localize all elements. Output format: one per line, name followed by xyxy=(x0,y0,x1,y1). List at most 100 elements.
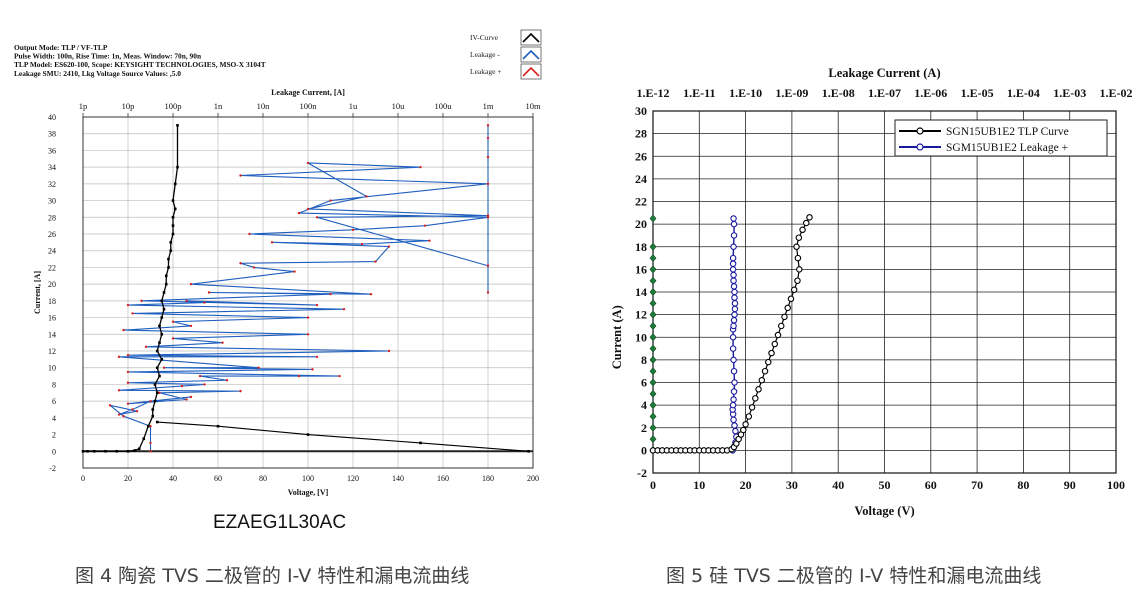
x2-tick-label: 10p xyxy=(122,101,135,111)
leakage-point xyxy=(730,416,737,424)
leakage-point xyxy=(297,211,301,215)
y-tick-label: 12 xyxy=(48,347,56,356)
leakage-point xyxy=(149,399,152,403)
x2-tick-label: 100u xyxy=(435,101,453,111)
iv-point xyxy=(137,447,141,451)
y-tick-label: 24 xyxy=(635,172,647,186)
x2-tick-label: 1.E-04 xyxy=(1007,86,1040,100)
leakage-point xyxy=(126,381,130,384)
leakage-point xyxy=(207,291,211,294)
x2-axis-label: Leakage Current, [A] xyxy=(271,88,345,97)
green-marker xyxy=(649,412,657,421)
leakage-point xyxy=(486,216,490,219)
leakage-point xyxy=(149,450,152,453)
leakage-point xyxy=(239,262,242,265)
leakage-point xyxy=(731,305,739,313)
leakage-point xyxy=(315,216,319,219)
green-marker xyxy=(649,367,657,376)
leakage-point xyxy=(162,366,166,369)
green-marker xyxy=(649,265,657,274)
leakage-point xyxy=(730,220,738,228)
leakage-point xyxy=(729,254,737,262)
x2-tick-label: 1.E-09 xyxy=(775,86,808,100)
iv-point xyxy=(164,274,168,278)
x2-tick-label: 1p xyxy=(79,101,88,111)
tlp-point xyxy=(765,358,772,366)
leakage-point xyxy=(730,356,737,364)
test-info-line: Output Mode: TLP / VF-TLP xyxy=(14,43,108,52)
y-tick-label: 30 xyxy=(635,104,647,118)
test-info-line: Pulse Width: 100n, Rise Time: 1n, Meas. … xyxy=(14,52,201,61)
iv-point xyxy=(151,408,155,411)
y-tick-label: -2 xyxy=(637,466,647,480)
legend-line xyxy=(522,32,540,43)
x2-tick-label: 1.E-07 xyxy=(868,86,901,100)
green-marker xyxy=(649,389,657,398)
x-tick-label: 180 xyxy=(482,474,494,483)
x2-tick-label: 100p xyxy=(165,101,182,111)
leakage-point xyxy=(158,391,161,394)
leakage-point xyxy=(486,214,490,217)
y-tick-label: 38 xyxy=(48,130,56,139)
leakage-point xyxy=(729,333,737,341)
tlp-point xyxy=(794,254,802,262)
y-tick-label: 32 xyxy=(48,180,56,189)
y-tick-label: 14 xyxy=(635,285,647,299)
leakage-point xyxy=(729,266,737,273)
y-tick-label: 30 xyxy=(48,197,56,206)
legend-line xyxy=(522,66,540,77)
leakage-point xyxy=(225,379,229,382)
leakage-point xyxy=(486,155,490,159)
leakage-point xyxy=(315,303,319,307)
leakage-point xyxy=(365,195,368,198)
leakage-point xyxy=(730,317,738,324)
x-tick-label: 20 xyxy=(740,478,752,492)
y-tick-label: 14 xyxy=(48,330,56,339)
y-axis-label: Current (A) xyxy=(610,305,624,369)
x2-tick-label: 1.E-10 xyxy=(729,86,762,100)
iv-point xyxy=(171,215,175,219)
test-info-line: TLP Model: ES620-100, Scope: KEYSIGHT TE… xyxy=(14,60,266,69)
legend-label: Leakage + xyxy=(470,67,502,76)
x-tick-label: 200 xyxy=(527,474,539,483)
iv-point xyxy=(173,182,177,186)
x-axis-label: Voltage, [V] xyxy=(288,488,329,497)
iv-point xyxy=(153,383,157,386)
iv-point xyxy=(158,324,161,328)
tlp-point xyxy=(781,313,788,321)
iv-point xyxy=(155,349,159,353)
leakage-point xyxy=(329,199,332,202)
x2-tick-label: 1m xyxy=(483,101,494,111)
tlp-point xyxy=(745,413,753,420)
y-tick-label: 40 xyxy=(48,113,56,122)
y-tick-label: 22 xyxy=(48,263,56,272)
x2-tick-label: 1.E-12 xyxy=(637,86,670,100)
iv-point xyxy=(216,424,220,428)
leakage-point xyxy=(730,322,737,330)
leakage-point xyxy=(730,232,738,239)
leakage-point xyxy=(730,396,737,403)
leakage-point xyxy=(486,124,490,127)
series-iv-curve xyxy=(83,125,179,452)
y-tick-label: 20 xyxy=(48,280,56,289)
green-marker xyxy=(649,288,657,296)
y-tick-label: 10 xyxy=(635,330,647,344)
iv-point xyxy=(419,441,422,445)
x-tick-label: 90 xyxy=(1064,478,1076,492)
leakage-point xyxy=(198,374,202,378)
tlp-point xyxy=(793,243,800,251)
x-tick-label: 40 xyxy=(169,474,177,483)
tlp-point xyxy=(758,376,766,384)
leakage-point xyxy=(306,161,310,165)
leakage-point xyxy=(257,366,260,369)
y-tick-label: 28 xyxy=(48,213,56,222)
leakage-point xyxy=(730,271,737,279)
green-marker xyxy=(649,299,657,308)
tlp-point xyxy=(799,226,806,234)
tlp-point xyxy=(794,277,801,284)
y-tick-label: 22 xyxy=(635,195,647,209)
iv-point xyxy=(115,449,119,453)
y-tick-label: 2 xyxy=(52,431,56,440)
leakage-point xyxy=(122,328,125,332)
